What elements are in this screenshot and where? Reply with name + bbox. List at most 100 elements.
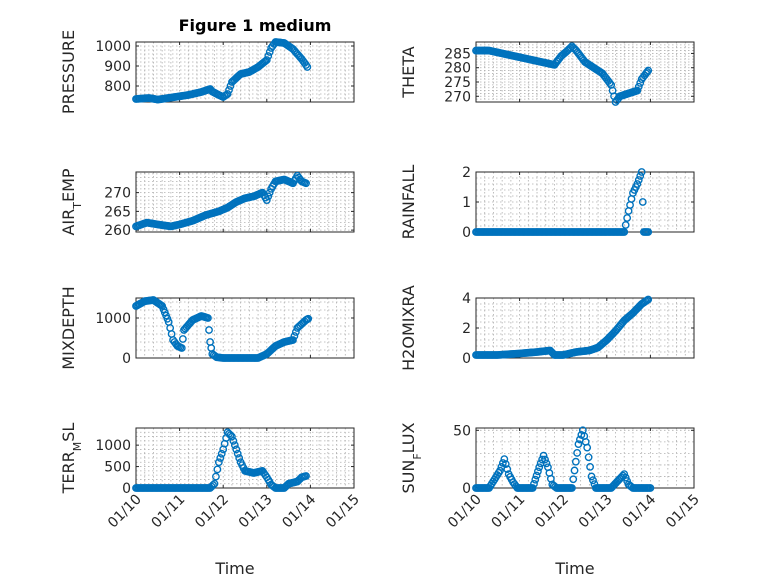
data-point <box>264 192 273 201</box>
data-point <box>265 188 274 197</box>
y-tick-label: 0 <box>122 351 131 367</box>
data-point <box>569 475 578 484</box>
data-point <box>528 484 537 492</box>
data-point <box>205 326 213 334</box>
data-point <box>178 335 187 343</box>
subplot-h2omixra: 0 2 4 H2OMIXRA <box>399 285 695 371</box>
data-point <box>633 180 642 188</box>
data-point <box>634 82 643 91</box>
x-tick-label: 01/13 <box>576 492 616 532</box>
y-tick-label: 50 <box>453 423 471 439</box>
subplot-terr-msl: 01/10 01/11 01/12 01/13 01/14 01/15 0 500 1000 TE… <box>59 423 363 578</box>
data-point <box>583 443 592 452</box>
y-tick-label: 0 <box>462 225 471 241</box>
data-point <box>500 455 509 464</box>
y-axis-label: PRESSURE <box>59 30 78 114</box>
data-point <box>228 432 236 441</box>
y-axis-label: RAINFALL <box>399 165 418 240</box>
y-tick-label: 800 <box>104 79 131 95</box>
data-point <box>210 479 219 488</box>
data-point <box>620 228 629 236</box>
x-tick-label: 01/11 <box>149 492 189 532</box>
data-point <box>531 475 540 484</box>
data-point <box>587 472 596 481</box>
y-axis-label: SUNFLUX <box>399 422 424 493</box>
y-tick-label: 1000 <box>95 438 131 454</box>
data-point <box>262 196 271 205</box>
data-point <box>634 176 643 184</box>
data-point <box>589 476 597 485</box>
data-point <box>541 455 549 464</box>
data-point <box>542 459 551 468</box>
x-tick-label: 01/15 <box>323 492 363 532</box>
data-point <box>302 472 310 480</box>
data-point <box>644 66 653 75</box>
x-tick-label: 01/12 <box>532 492 572 532</box>
x-tick-label: 01/14 <box>279 491 319 531</box>
data-point <box>230 441 239 450</box>
x-tick-label: 01/14 <box>619 491 659 531</box>
chart-title: Figure 1 medium <box>179 16 332 35</box>
x-tick-label: 01/15 <box>663 492 703 532</box>
subplot-sun-flux: 01/10 01/11 01/12 01/13 01/14 01/15 0 50 SUNFLUX… <box>399 422 703 578</box>
y-tick-label: 900 <box>104 59 131 75</box>
data-point <box>633 86 642 95</box>
y-tick-label: 270 <box>104 186 131 202</box>
y-tick-label: 275 <box>444 75 471 91</box>
data-point <box>302 179 310 188</box>
y-axis-label: THETA <box>399 46 418 98</box>
y-tick-label: 260 <box>104 223 131 239</box>
x-tick-label: 01/10 <box>445 492 485 532</box>
data-point <box>209 481 217 490</box>
axes-frame <box>135 171 355 233</box>
x-tick-label: 01/13 <box>236 492 276 532</box>
data-point <box>265 48 274 56</box>
data-point <box>501 460 510 469</box>
x-tick-label: 01/10 <box>105 492 145 532</box>
x-axis-label: Time <box>214 559 254 578</box>
data-point <box>644 295 653 304</box>
data-point <box>217 449 226 458</box>
y-tick-label: 0 <box>122 481 131 497</box>
y-tick-label: 285 <box>444 46 471 62</box>
data-point <box>289 336 297 344</box>
data-point <box>570 466 579 475</box>
data-point <box>232 445 241 454</box>
data-point <box>623 214 632 222</box>
axes-frame <box>475 41 695 103</box>
data-point <box>223 90 232 98</box>
y-tick-label: 2 <box>462 321 471 337</box>
data-point <box>532 471 541 480</box>
subplot-air-temp: 260 265 270 AIRTEMP <box>59 168 355 239</box>
data-point <box>216 454 225 462</box>
data-point <box>644 228 653 236</box>
subplot-pressure: 800 900 1000 PRESSURE Figure 1 medium <box>59 16 355 114</box>
data-point <box>538 455 547 464</box>
data-point <box>262 56 271 64</box>
data-point <box>535 463 544 472</box>
data-point <box>503 465 512 474</box>
data-point <box>264 52 273 60</box>
x-tick-label: 01/11 <box>489 492 529 532</box>
data-point <box>225 86 233 94</box>
data-point <box>584 453 593 462</box>
data-point <box>530 479 538 488</box>
y-tick-label: 0 <box>462 481 471 497</box>
data-point <box>636 172 645 180</box>
data-point <box>573 449 582 457</box>
data-point <box>621 221 630 229</box>
y-axis-label: H2OMIXRA <box>399 285 418 371</box>
y-axis-label: AIRTEMP <box>59 168 84 235</box>
data-point <box>496 466 504 475</box>
subplot-mixdepth: 0 1000 MIXDEPTH <box>59 286 355 370</box>
data-point <box>207 344 216 352</box>
data-point <box>213 465 222 474</box>
y-tick-label: 4 <box>462 291 471 307</box>
data-point <box>637 168 646 176</box>
data-point <box>290 332 299 340</box>
axes-frame <box>135 297 355 359</box>
y-tick-label: 2 <box>462 165 471 181</box>
data-point <box>303 63 312 71</box>
data-point <box>204 314 212 322</box>
